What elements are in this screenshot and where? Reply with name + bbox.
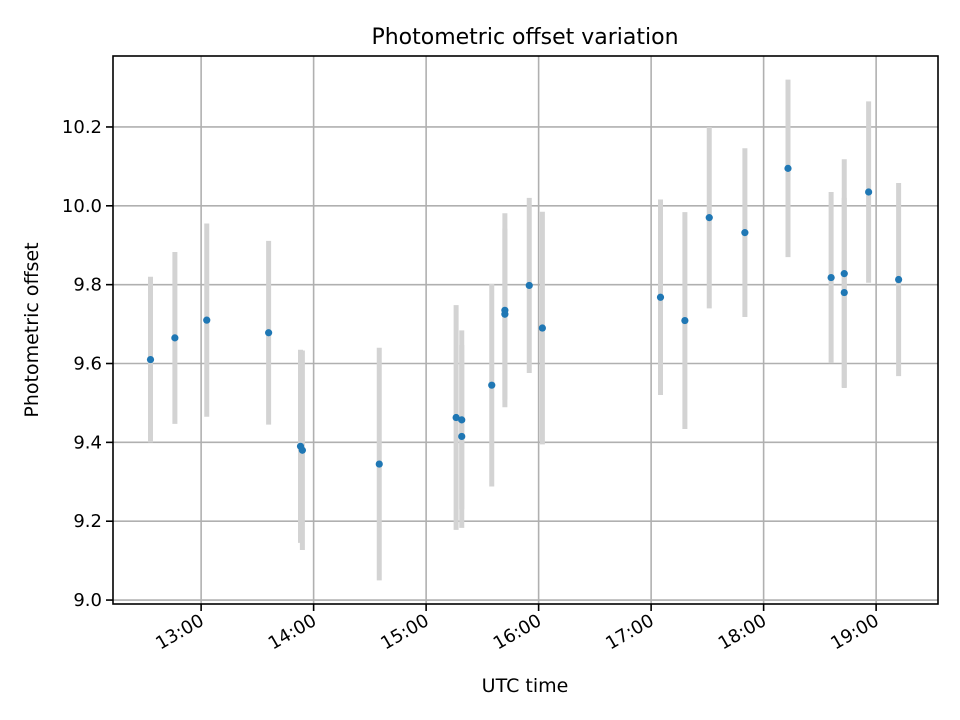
data-point [452, 413, 460, 422]
data-point [865, 188, 873, 196]
y-tick-label: 10.0 [62, 196, 102, 217]
y-tick-label: 10.2 [62, 117, 102, 138]
x-tick-label: 16:00 [490, 610, 545, 654]
data-point [538, 324, 546, 332]
data-point [525, 281, 533, 290]
data-point [375, 460, 383, 468]
data-point [784, 164, 792, 172]
data-point [458, 416, 466, 424]
y-tick-label: 9.8 [73, 275, 102, 296]
x-tick-label: 13:00 [152, 610, 207, 654]
data-point [488, 381, 496, 389]
y-tick-label: 9.0 [73, 590, 102, 611]
data-point [265, 329, 273, 337]
data-point [458, 432, 466, 441]
data-point [146, 355, 155, 364]
data-point [705, 214, 713, 222]
data-point [840, 270, 848, 278]
y-tick-label: 9.2 [73, 511, 102, 532]
x-tick-label: 18:00 [715, 610, 770, 654]
y-tick-label: 9.4 [73, 432, 102, 453]
data-point [656, 293, 665, 301]
data-point [895, 275, 903, 284]
y-tick-label: 9.6 [73, 354, 102, 375]
data-point [827, 273, 835, 282]
data-point [298, 446, 306, 454]
x-tick-label: 19:00 [827, 610, 882, 654]
x-tick-label: 14:00 [265, 610, 320, 654]
data-point [171, 334, 179, 342]
axis-ticks: 9.0 9.2 9.4 9.6 9.8 10.0 10.2 13:00 14:00 15:00 16… [62, 117, 883, 654]
x-axis-label: UTC time [482, 675, 569, 697]
x-tick-label: 17:00 [602, 610, 657, 654]
x-tick-label: 15:00 [377, 610, 432, 654]
data-points [146, 164, 903, 468]
grid-lines [113, 56, 938, 604]
chart-title: Photometric offset variation [371, 25, 678, 50]
data-point [840, 288, 848, 297]
data-point [741, 229, 749, 237]
error-bars [148, 79, 902, 581]
plot-frame [112, 55, 939, 605]
data-point [203, 316, 211, 324]
data-point [501, 306, 509, 314]
data-point [681, 316, 689, 325]
y-axis-label: Photometric offset [21, 242, 43, 417]
